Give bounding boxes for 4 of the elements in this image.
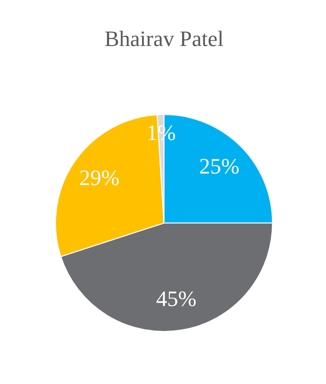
data-label: 45%: [156, 286, 196, 311]
data-label: 25%: [199, 154, 240, 179]
data-label: 29%: [79, 164, 120, 190]
chart-title: Bhairav Patel: [104, 26, 224, 51]
